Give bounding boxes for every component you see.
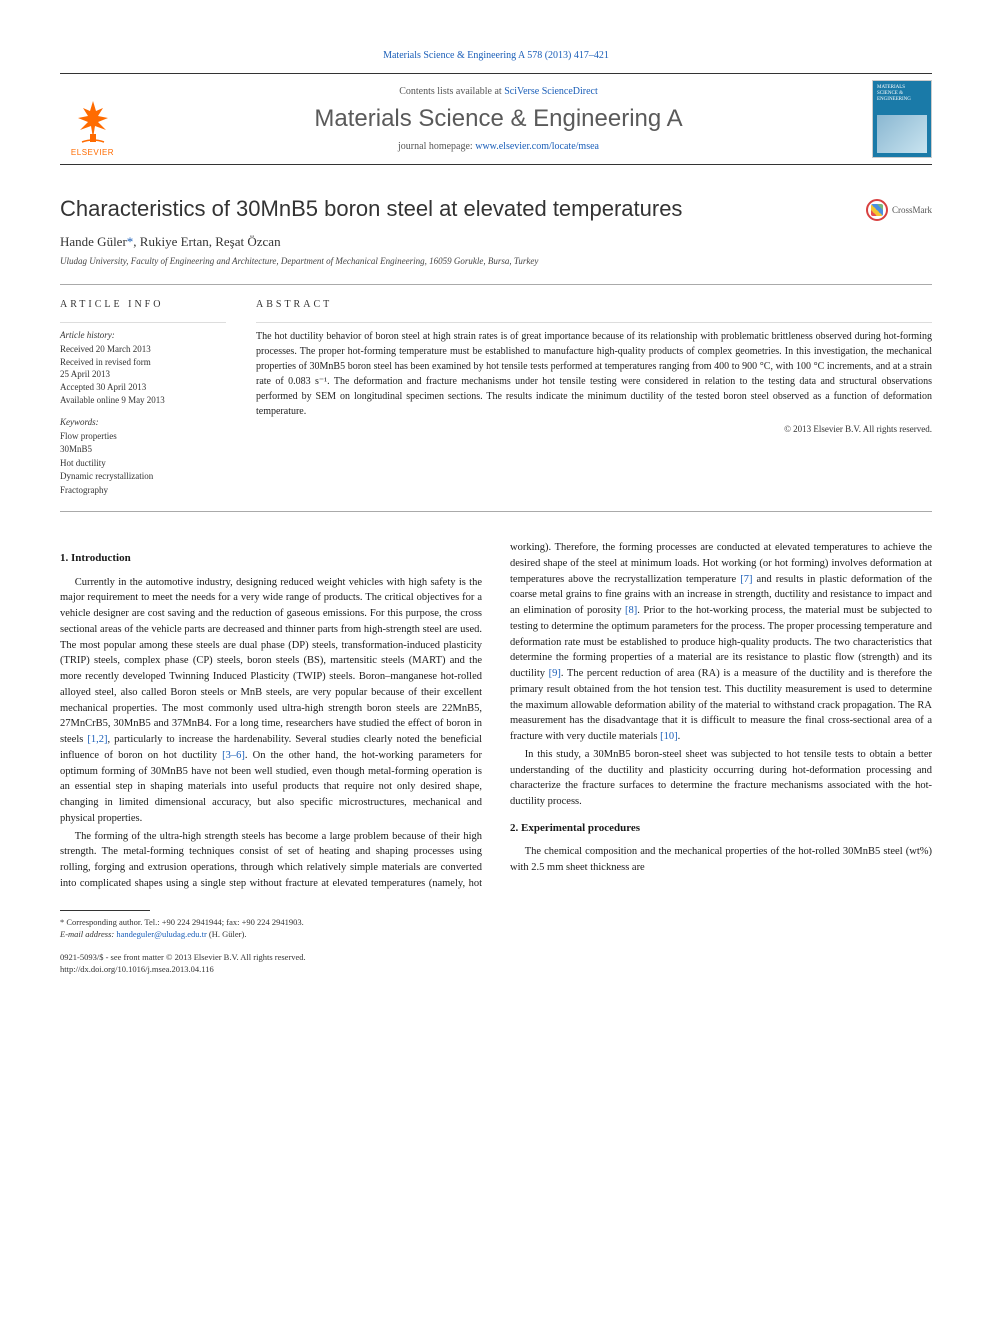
- footnotes: * Corresponding author. Tel.: +90 224 29…: [60, 917, 932, 941]
- text-run: . On the other hand, the hot-working par…: [60, 750, 482, 824]
- journal-cover-thumbnail: MATERIALS SCIENCE & ENGINEERING: [872, 80, 932, 158]
- article-info-header: ARTICLE INFO: [60, 299, 226, 310]
- authors-line: Hande Güler*, Rukiye Ertan, Reşat Özcan: [60, 234, 932, 250]
- text-run: .: [678, 731, 681, 742]
- issn-copyright: 0921-5093/$ - see front matter © 2013 El…: [60, 952, 932, 964]
- homepage-prefix: journal homepage:: [398, 141, 475, 152]
- abstract-text: The hot ductility behavior of boron stee…: [256, 322, 932, 437]
- crossmark-icon: [866, 199, 888, 221]
- article-title: Characteristics of 30MnB5 boron steel at…: [60, 195, 682, 224]
- authors-rest: , Rukiye Ertan, Reşat Özcan: [133, 234, 280, 249]
- sciencedirect-link[interactable]: SciVerse ScienceDirect: [504, 86, 598, 97]
- history-label: Article history:: [60, 329, 226, 342]
- abstract-panel: ABSTRACT The hot ductility behavior of b…: [240, 285, 932, 512]
- email-link[interactable]: handeguler@uludag.edu.tr: [116, 929, 206, 939]
- citation-link[interactable]: [10]: [660, 731, 678, 742]
- keyword: Flow properties: [60, 431, 117, 441]
- contents-prefix: Contents lists available at: [399, 86, 504, 97]
- crossmark-label: CrossMark: [892, 205, 932, 215]
- abstract-header: ABSTRACT: [256, 299, 932, 310]
- footnote-separator: [60, 910, 150, 911]
- keyword: Fractography: [60, 485, 108, 495]
- citation-link[interactable]: [3–6]: [222, 750, 245, 761]
- contents-available-line: Contents lists available at SciVerse Sci…: [125, 86, 872, 97]
- journal-title: Materials Science & Engineering A: [125, 105, 872, 133]
- publisher-name: ELSEVIER: [71, 148, 114, 157]
- cover-text: MATERIALS SCIENCE & ENGINEERING: [877, 85, 927, 103]
- text-run: Currently in the automotive industry, de…: [60, 577, 482, 746]
- journal-header: ELSEVIER Contents lists available at Sci…: [60, 73, 932, 165]
- journal-homepage-link[interactable]: www.elsevier.com/locate/msea: [475, 141, 599, 152]
- email-line: E-mail address: handeguler@uludag.edu.tr…: [60, 929, 932, 941]
- abstract-copyright: © 2013 Elsevier B.V. All rights reserved…: [256, 423, 932, 437]
- cover-image-placeholder: [877, 115, 927, 153]
- citation-link[interactable]: [9]: [549, 668, 561, 679]
- article-info-panel: ARTICLE INFO Article history: Received 2…: [60, 285, 240, 512]
- section-2-heading: 2. Experimental procedures: [510, 820, 932, 837]
- elsevier-tree-icon: [68, 96, 118, 146]
- affiliation: Uludag University, Faculty of Engineerin…: [60, 256, 932, 266]
- publisher-logo: ELSEVIER: [60, 82, 125, 157]
- author-corresponding: Hande Güler: [60, 234, 127, 249]
- abstract-body: The hot ductility behavior of boron stee…: [256, 331, 932, 417]
- keywords-label: Keywords:: [60, 416, 226, 430]
- keyword: Hot ductility: [60, 458, 106, 468]
- bottom-metadata: 0921-5093/$ - see front matter © 2013 El…: [60, 952, 932, 976]
- paragraph: The chemical composition and the mechani…: [510, 844, 932, 876]
- keyword: 30MnB5: [60, 444, 92, 454]
- article-history-block: Article history: Received 20 March 2013 …: [60, 322, 226, 407]
- keywords-block: Keywords: Flow properties 30MnB5 Hot duc…: [60, 416, 226, 497]
- section-1-heading: 1. Introduction: [60, 550, 482, 567]
- paragraph: In this study, a 30MnB5 boron-steel shee…: [510, 747, 932, 810]
- journal-homepage-line: journal homepage: www.elsevier.com/locat…: [125, 141, 872, 152]
- text-run: . The percent reduction of area (RA) is …: [510, 668, 932, 742]
- email-label: E-mail address:: [60, 929, 116, 939]
- citation-link[interactable]: [8]: [625, 605, 637, 616]
- history-text: Received 20 March 2013 Received in revis…: [60, 344, 165, 404]
- paragraph: Currently in the automotive industry, de…: [60, 575, 482, 827]
- citation-link[interactable]: [1,2]: [87, 734, 107, 745]
- crossmark-badge[interactable]: CrossMark: [866, 199, 932, 221]
- email-suffix: (H. Güler).: [207, 929, 247, 939]
- citation-link[interactable]: [7]: [740, 574, 752, 585]
- journal-issue-link[interactable]: Materials Science & Engineering A 578 (2…: [60, 50, 932, 61]
- keyword: Dynamic recrystallization: [60, 471, 153, 481]
- article-body: 1. Introduction Currently in the automot…: [60, 540, 932, 892]
- doi-link[interactable]: http://dx.doi.org/10.1016/j.msea.2013.04…: [60, 964, 932, 976]
- corresponding-author-note: * Corresponding author. Tel.: +90 224 29…: [60, 917, 932, 929]
